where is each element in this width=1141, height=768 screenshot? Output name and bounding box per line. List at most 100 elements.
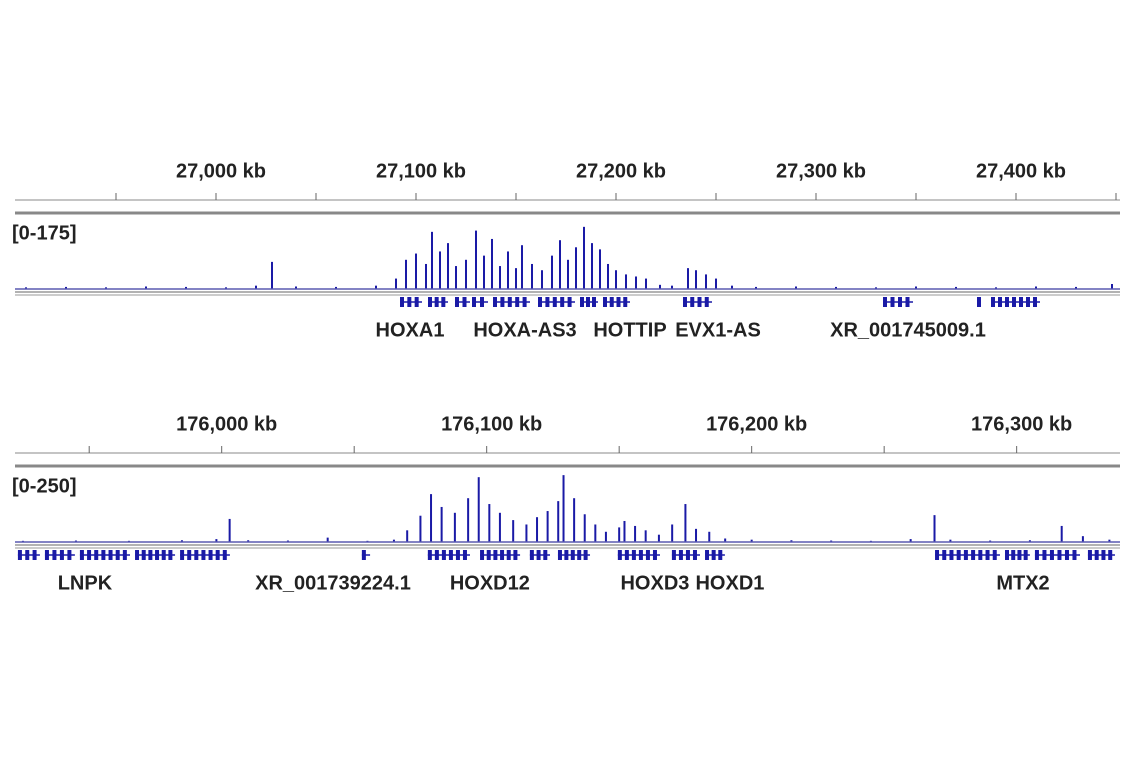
signal-bar <box>515 268 517 289</box>
signal-bar <box>536 517 539 542</box>
exon <box>567 297 572 307</box>
exon <box>1108 550 1113 560</box>
signal-bar <box>607 263 609 289</box>
exon <box>500 550 505 560</box>
signal-bar <box>531 263 533 289</box>
signal-bar <box>455 266 457 289</box>
signal-bar <box>1075 286 1077 289</box>
signal-bar <box>447 243 449 289</box>
exon <box>168 550 173 560</box>
exon <box>427 550 432 560</box>
signal-bar <box>247 540 250 542</box>
signal-bar <box>431 231 433 289</box>
exon <box>101 550 106 560</box>
exon <box>17 550 22 560</box>
exon <box>414 297 419 307</box>
signal-bar <box>557 501 560 542</box>
exon <box>513 550 518 560</box>
signal-bar <box>215 539 218 542</box>
signal-bar <box>705 274 707 289</box>
exon <box>1011 550 1016 560</box>
signal-bar <box>525 524 528 542</box>
exon <box>222 550 227 560</box>
signal-bar <box>949 539 952 542</box>
signal-bar <box>645 278 647 289</box>
signal-bar <box>1111 283 1113 289</box>
signal-bar <box>295 286 297 289</box>
exon <box>956 550 961 560</box>
exon <box>705 550 710 560</box>
signal-bar <box>271 261 273 289</box>
gene-label: HOXA-AS3 <box>473 319 576 341</box>
signal-bar <box>875 287 877 289</box>
exon <box>617 550 622 560</box>
exon <box>609 297 614 307</box>
exon <box>44 550 49 560</box>
gene-label: MTX2 <box>996 572 1049 594</box>
exon <box>32 550 37 560</box>
signal-bar <box>499 266 501 289</box>
signal-bar <box>1081 536 1084 542</box>
exon <box>161 550 166 560</box>
exon <box>692 550 697 560</box>
signal-bar <box>180 540 183 542</box>
exon <box>1034 550 1039 560</box>
signal-bar <box>591 243 593 289</box>
signal-bar <box>750 539 753 542</box>
exon <box>1017 550 1022 560</box>
signal-bar <box>541 270 543 289</box>
signal-bar <box>594 524 597 542</box>
exon <box>400 297 404 307</box>
exon <box>434 550 439 560</box>
exon <box>671 550 676 560</box>
exon <box>455 297 459 307</box>
exon <box>985 550 990 560</box>
exon <box>616 297 621 307</box>
signal-bar <box>715 278 717 289</box>
signal-bar <box>695 270 697 289</box>
signal-bar <box>507 251 509 289</box>
gene-label: HOXD1 <box>695 572 764 594</box>
signal-bar <box>405 259 407 289</box>
signal-bar <box>671 524 674 542</box>
exon <box>570 550 575 560</box>
exon <box>1005 297 1009 307</box>
signal-bar <box>465 259 467 289</box>
exon <box>493 550 498 560</box>
exon <box>638 550 643 560</box>
signal-bar <box>488 504 491 542</box>
x-tick-label: 176,200 kb <box>706 413 807 435</box>
exon <box>506 550 511 560</box>
gene-label: XR_001739224.1 <box>255 572 411 594</box>
signal-bar <box>65 286 67 289</box>
signal-bar <box>395 278 397 289</box>
signal-bar <box>228 518 231 542</box>
exon <box>529 550 534 560</box>
exon <box>1033 297 1037 307</box>
gene-label: LNPK <box>58 572 113 594</box>
exon <box>577 550 582 560</box>
exon <box>623 297 628 307</box>
signal-bar <box>477 477 480 542</box>
signal-bar <box>724 538 727 542</box>
gene-label: HOXD12 <box>450 572 530 594</box>
signal-bar <box>695 528 698 542</box>
signal-bar <box>467 498 470 542</box>
exon <box>711 550 716 560</box>
exon <box>493 297 497 307</box>
signal-bar <box>755 286 757 289</box>
exon <box>448 550 453 560</box>
signal-bar <box>687 268 689 289</box>
exon <box>87 550 92 560</box>
exon <box>507 297 512 307</box>
signal-bar <box>185 286 187 289</box>
exon <box>515 297 520 307</box>
exon <box>59 550 64 560</box>
signal-bar <box>375 285 377 289</box>
exon <box>592 297 596 307</box>
x-tick-label: 27,100 kb <box>376 160 466 182</box>
signal-bar <box>406 530 409 542</box>
signal-bar <box>731 285 733 289</box>
exon <box>1026 297 1030 307</box>
gene-label: XR_001745009.1 <box>830 319 986 341</box>
